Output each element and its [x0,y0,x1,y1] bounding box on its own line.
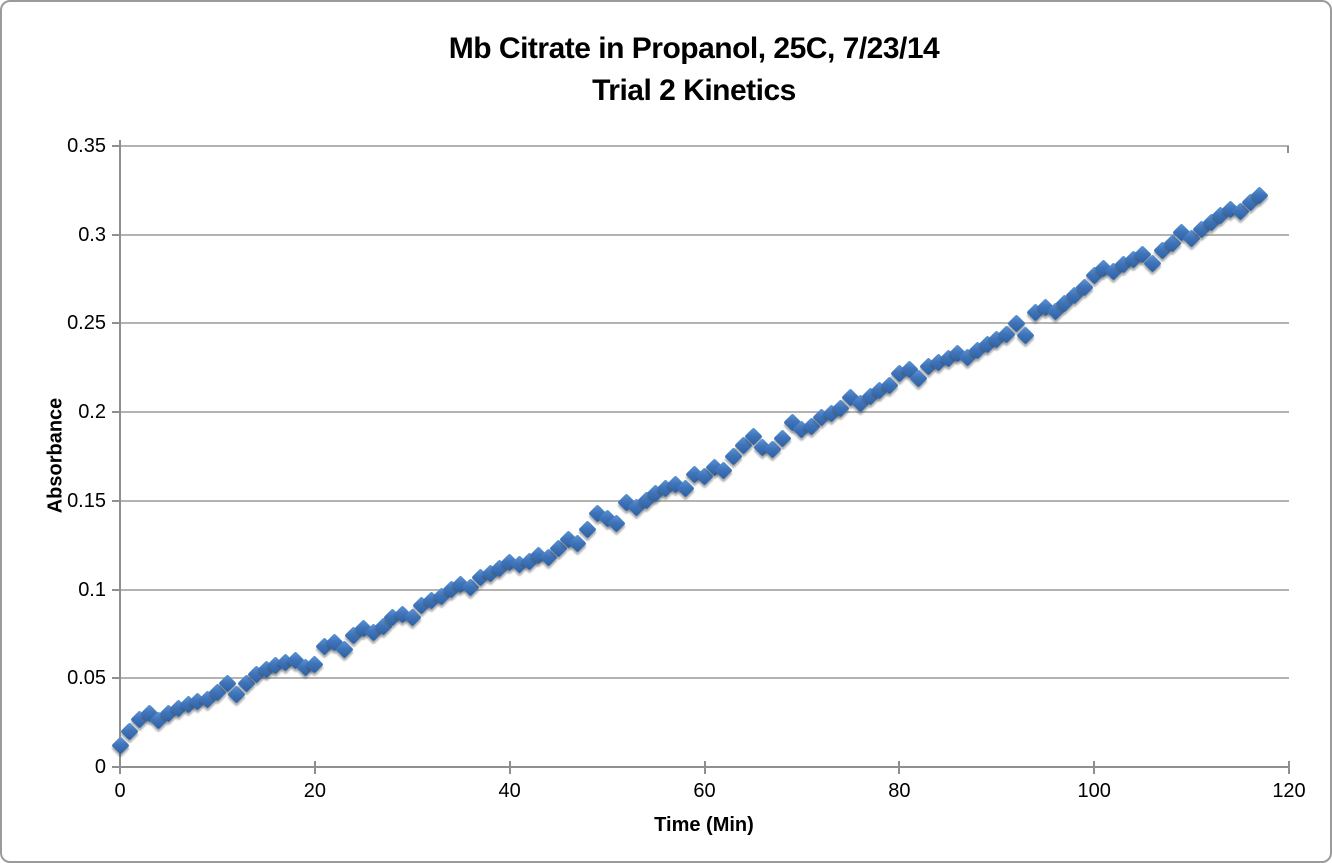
x-tick-label: 100 [1077,780,1111,802]
chart-title-line1: Mb Citrate in Propanol, 25C, 7/23/14 [448,32,940,65]
x-tick-label: 60 [693,780,716,802]
y-tick-label: 0.1 [78,578,106,601]
y-axis-tick [112,677,120,680]
gridline [120,499,1289,502]
y-axis-tick [112,411,120,414]
y-axis-tick [112,588,120,591]
y-axis-title: Absorbance [44,397,67,514]
y-tick-label: 0.3 [78,223,106,246]
x-tick-label: 20 [303,780,326,802]
chart-title-line2: Trial 2 Kinetics [592,74,796,107]
x-axis-tick [1093,761,1096,774]
y-tick-label: 0.05 [67,667,106,690]
gridline [120,322,1289,325]
y-axis-line [119,140,121,768]
gridline [120,677,1289,680]
x-tick-label: 120 [1272,780,1306,802]
x-tick-label: 0 [114,780,126,802]
y-tick-label: 0.35 [67,135,106,157]
gridline [120,588,1289,591]
data-point-marker [578,520,597,539]
gridline [120,233,1289,236]
gridline-endcap-tick [1287,146,1289,153]
y-tick-label: 0.15 [67,489,106,512]
x-axis-tick [313,761,316,774]
x-axis-tick [119,761,121,774]
x-axis-tick [1288,761,1290,774]
gridline [120,411,1289,414]
y-axis-tick [112,322,120,325]
x-tick-label: 80 [888,780,911,802]
x-axis-tick [703,761,706,774]
data-point-marker [110,736,130,755]
y-tick-label: 0 [94,756,106,778]
x-axis-title: Time (Min) [654,814,754,836]
x-axis-tick [508,761,511,774]
y-axis-tick [112,766,120,768]
gridline [120,145,1289,147]
y-axis-tick [112,233,120,236]
chart-title: Mb Citrate in Propanol, 25C, 7/23/14 Tri… [54,28,1330,112]
y-tick-label: 0.25 [67,312,106,335]
y-axis-tick [112,145,120,147]
y-axis-tick [112,499,120,502]
y-tick-label: 0.2 [78,401,106,424]
x-tick-label: 40 [498,780,521,802]
x-axis-tick [898,761,901,774]
